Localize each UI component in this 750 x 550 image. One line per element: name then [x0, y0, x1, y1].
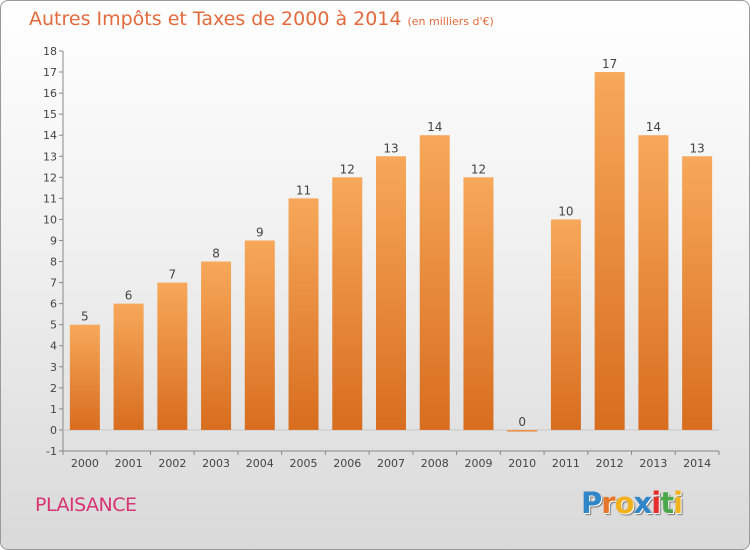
value-label-2006: 12 [340, 162, 355, 176]
bar-2006 [332, 177, 363, 430]
value-label-2012: 17 [602, 57, 617, 71]
value-label-2010: 0 [518, 415, 526, 429]
x-tick-label-2011: 2011 [552, 457, 580, 470]
chart-unit: (en milliers d'€) [407, 15, 494, 28]
bars [69, 72, 713, 432]
y-tick-label: 5 [50, 319, 57, 332]
logo-letter: i [651, 486, 661, 520]
y-tick-label: 13 [43, 150, 57, 163]
x-tick-label-2005: 2005 [290, 457, 318, 470]
bar-2002 [157, 282, 188, 430]
y-tick-label: 7 [50, 277, 57, 290]
x-tick-label-2012: 2012 [596, 457, 624, 470]
y-tick-label: 3 [50, 361, 57, 374]
y-tick-label: 11 [43, 192, 57, 205]
y-tick-label: 8 [50, 256, 57, 269]
y-tick-label: 9 [50, 234, 57, 247]
bar-2014 [682, 156, 713, 430]
y-tick-label: 1 [50, 403, 57, 416]
value-label-2004: 9 [256, 225, 264, 239]
bar-2003 [201, 261, 232, 430]
bar-2013 [638, 135, 669, 430]
x-tick-label-2002: 2002 [158, 457, 186, 470]
y-tick-label: -1 [46, 445, 57, 458]
y-tick-label: 10 [43, 213, 57, 226]
x-tick-label-2004: 2004 [246, 457, 274, 470]
place-name: PLAISANCE [35, 494, 137, 516]
value-label-2014: 13 [689, 141, 704, 155]
y-tick-label: 18 [43, 45, 57, 58]
chart-title: Autres Impôts et Taxes de 2000 à 2014 (en… [29, 8, 494, 30]
logo-letter: o [614, 486, 635, 520]
data-labels: 5 2000 6 2001 7 2002 8 2003 9 2004 11 2005 12 2006 13 2… [71, 57, 711, 470]
logo-letter: r [601, 486, 615, 520]
y-tick-label: 14 [43, 129, 57, 142]
x-tick-label-2010: 2010 [508, 457, 536, 470]
value-label-2002: 7 [169, 268, 177, 282]
value-label-2007: 13 [383, 141, 398, 155]
value-label-2001: 6 [125, 289, 133, 303]
x-tick-label-2008: 2008 [421, 457, 449, 470]
bar-2009 [463, 177, 494, 430]
bar-2001 [113, 303, 144, 430]
value-label-2008: 14 [427, 120, 442, 134]
value-label-2011: 10 [558, 204, 573, 218]
value-label-2013: 14 [646, 120, 661, 134]
y-tick-label: 12 [43, 171, 57, 184]
logo-letter: P [581, 486, 602, 520]
x-tick-label-2007: 2007 [377, 457, 405, 470]
y-tick-label: 0 [50, 424, 57, 437]
bar-2011 [550, 219, 581, 430]
x-tick-label-2014: 2014 [683, 457, 711, 470]
value-label-2005: 11 [296, 183, 311, 197]
x-tick-label-2009: 2009 [464, 457, 492, 470]
y-tick-label: 6 [50, 298, 57, 311]
value-label-2000: 5 [81, 310, 89, 324]
bar-2007 [376, 156, 406, 430]
x-tick-label-2000: 2000 [71, 457, 99, 470]
value-label-2003: 8 [212, 247, 220, 261]
y-tick-label: 15 [43, 108, 57, 121]
y-tick-label: 2 [50, 382, 57, 395]
bar-2012 [594, 72, 625, 430]
bar-2010 [507, 429, 538, 432]
x-tick-label-2001: 2001 [115, 457, 143, 470]
proxiti-logo[interactable]: Proxiti [581, 486, 683, 520]
x-tick-label-2003: 2003 [202, 457, 230, 470]
value-label-2009: 12 [471, 162, 486, 176]
logo-letter: t [660, 486, 674, 520]
bar-2008 [419, 135, 450, 430]
logo-letter: i [673, 486, 683, 520]
y-tick-label: 16 [43, 87, 57, 100]
chart-title-text: Autres Impôts et Taxes de 2000 à 2014 [29, 8, 402, 30]
bar-2004 [244, 240, 275, 430]
x-tick-label-2013: 2013 [639, 457, 667, 470]
y-tick-label: 4 [50, 340, 57, 353]
y-tick-label: 17 [43, 66, 57, 79]
logo-letter: x [633, 486, 653, 520]
x-tick-label-2006: 2006 [333, 457, 361, 470]
bar-2000 [69, 324, 100, 430]
bar-2005 [288, 198, 319, 430]
